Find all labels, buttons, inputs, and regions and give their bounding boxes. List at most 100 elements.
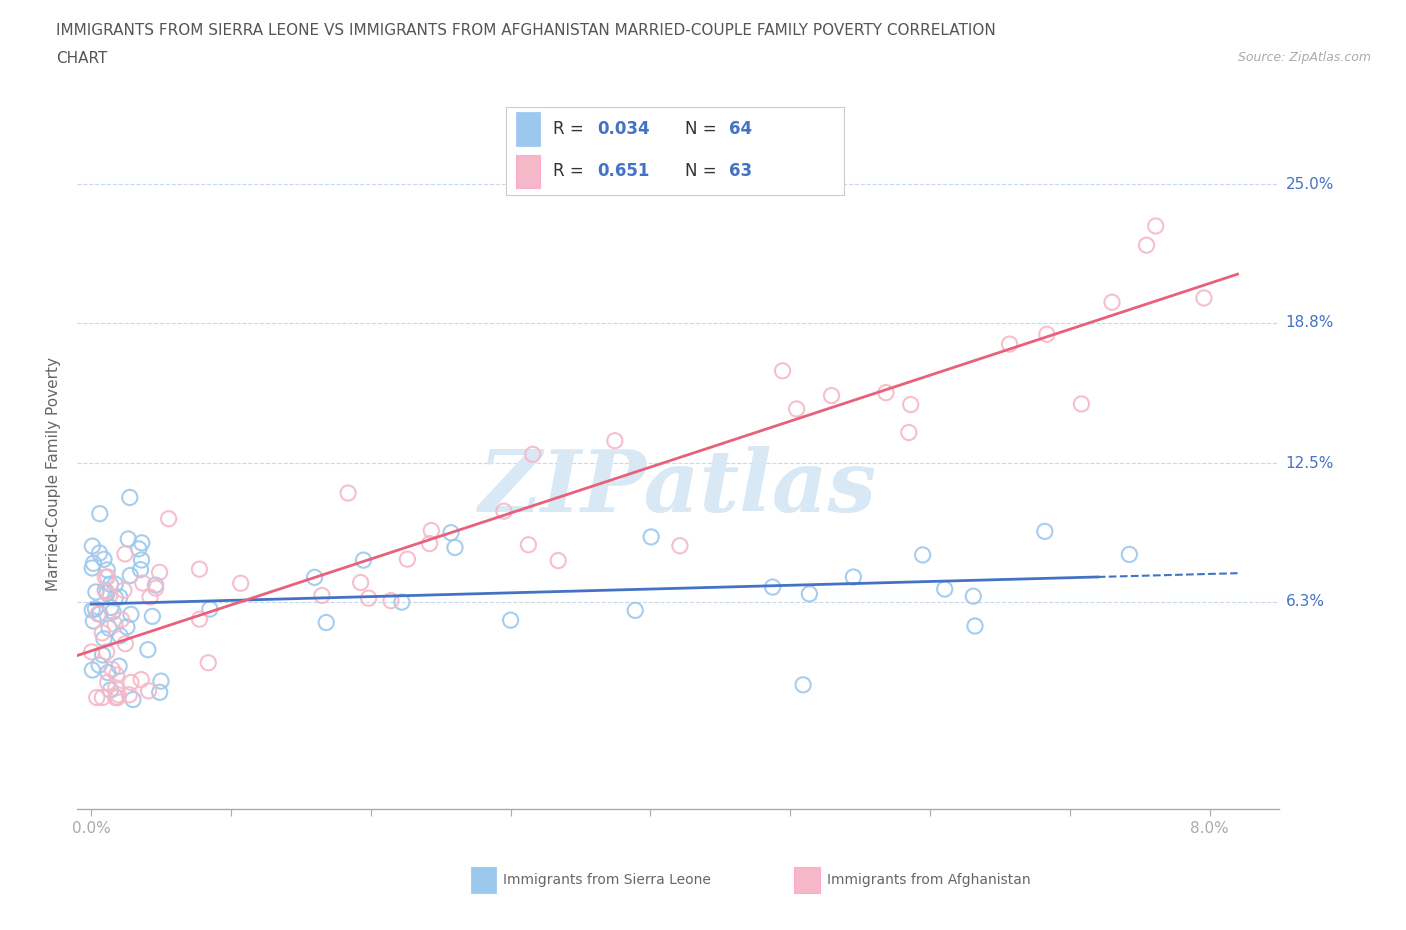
Point: [104, 681, 127, 696]
Point: [138, 684, 160, 698]
Point: [98, 589, 121, 604]
Point: [188, 562, 211, 577]
Point: [93, 551, 115, 566]
Point: [131, 552, 153, 567]
Point: [101, 604, 124, 619]
Point: [897, 425, 920, 440]
Point: [998, 337, 1021, 352]
Point: [315, 615, 337, 630]
Point: [1036, 326, 1059, 341]
Text: 25.0%: 25.0%: [1285, 177, 1334, 192]
Point: [96, 644, 118, 659]
Point: [100, 577, 122, 591]
Text: 6.3%: 6.3%: [1285, 594, 1324, 609]
Text: 18.8%: 18.8%: [1285, 315, 1334, 330]
Point: [131, 536, 153, 551]
Y-axis label: Married-Couple Family Poverty: Married-Couple Family Poverty: [46, 357, 62, 591]
Point: [94, 570, 117, 585]
Point: [108, 629, 131, 644]
Point: [89, 546, 111, 561]
Point: [82, 603, 104, 618]
Point: [640, 529, 662, 544]
Point: [91, 647, 114, 662]
Point: [188, 612, 211, 627]
Point: [669, 538, 692, 553]
Point: [98, 620, 121, 635]
Point: [157, 512, 180, 526]
Point: [141, 609, 163, 624]
Point: [198, 602, 221, 617]
Point: [120, 568, 142, 583]
Point: [118, 687, 141, 702]
Text: IMMIGRANTS FROM SIERRA LEONE VS IMMIGRANTS FROM AFGHANISTAN MARRIED-COUPLE FAMIL: IMMIGRANTS FROM SIERRA LEONE VS IMMIGRAN…: [56, 23, 995, 38]
Point: [145, 580, 167, 595]
Text: 0.651: 0.651: [598, 163, 650, 180]
Point: [820, 388, 842, 403]
Point: [337, 485, 360, 500]
Point: [100, 600, 122, 615]
Point: [108, 658, 131, 673]
Point: [357, 591, 380, 605]
Point: [145, 578, 167, 592]
Point: [82, 614, 104, 629]
Point: [105, 668, 128, 683]
Point: [97, 569, 120, 584]
Point: [499, 613, 522, 628]
Point: [82, 538, 104, 553]
Text: N =: N =: [685, 163, 721, 180]
Point: [962, 589, 984, 604]
Text: R =: R =: [554, 120, 589, 138]
Point: [114, 636, 136, 651]
Point: [547, 553, 569, 568]
Text: Immigrants from Sierra Leone: Immigrants from Sierra Leone: [503, 872, 711, 887]
Point: [304, 570, 326, 585]
Point: [963, 618, 986, 633]
Point: [129, 562, 152, 577]
Point: [96, 586, 118, 601]
Point: [82, 556, 104, 571]
Point: [786, 402, 808, 417]
Point: [1135, 238, 1157, 253]
Point: [934, 581, 956, 596]
Point: [100, 683, 122, 698]
Point: [86, 690, 108, 705]
Point: [842, 569, 865, 584]
Point: [911, 548, 934, 563]
Text: 0.034: 0.034: [598, 120, 650, 138]
Point: [1033, 524, 1056, 538]
Point: [104, 617, 127, 631]
Point: [120, 675, 142, 690]
Point: [94, 583, 117, 598]
Text: 12.5%: 12.5%: [1285, 456, 1334, 471]
Point: [101, 662, 124, 677]
Point: [120, 607, 142, 622]
Point: [1118, 547, 1140, 562]
Point: [118, 490, 141, 505]
Point: [440, 525, 463, 540]
Point: [87, 606, 110, 621]
Text: 63: 63: [728, 163, 752, 180]
Point: [799, 587, 821, 602]
Point: [96, 563, 118, 578]
Point: [91, 690, 114, 705]
Point: [419, 536, 441, 551]
Point: [149, 673, 172, 688]
Text: N =: N =: [685, 120, 721, 138]
Text: Source: ZipAtlas.com: Source: ZipAtlas.com: [1237, 51, 1371, 64]
Point: [522, 447, 544, 462]
Point: [311, 588, 333, 603]
Point: [97, 675, 120, 690]
Point: [91, 626, 114, 641]
Point: [229, 576, 252, 591]
Point: [772, 364, 794, 379]
Point: [80, 644, 103, 659]
Point: [93, 631, 115, 646]
Point: [396, 551, 419, 566]
Point: [129, 672, 152, 687]
Point: [492, 504, 515, 519]
Point: [603, 433, 626, 448]
Point: [1192, 290, 1215, 305]
Point: [82, 662, 104, 677]
Point: [1144, 219, 1167, 233]
Text: R =: R =: [554, 163, 589, 180]
